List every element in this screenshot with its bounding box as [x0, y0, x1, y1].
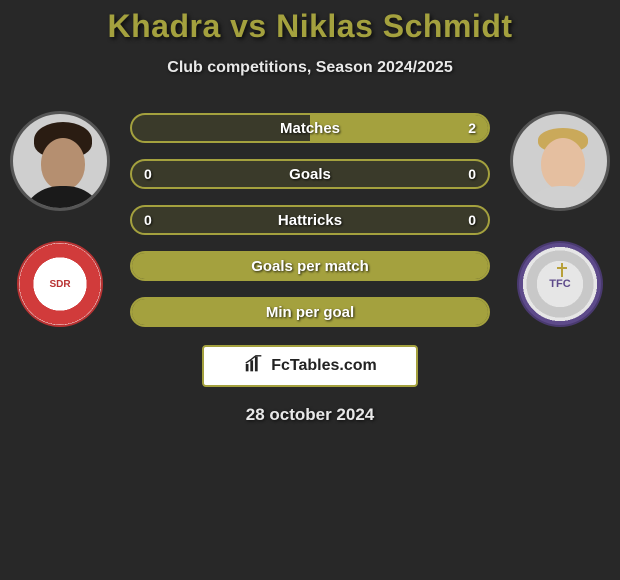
stat-row: 0 0 Goals	[130, 159, 490, 189]
stat-label: Goals	[289, 166, 331, 183]
stat-label: Hattricks	[278, 212, 342, 229]
club-left-crest: SDR	[17, 241, 103, 327]
card-subtitle: Club competitions, Season 2024/2025	[0, 59, 620, 77]
stat-value-right: 0	[468, 166, 476, 182]
stat-label: Goals per match	[251, 258, 369, 275]
player-right-avatar	[510, 111, 610, 211]
content-row: SDR 2 Matches 0 0 Goals 0 0 Hattricks Goals per …	[0, 111, 620, 327]
card-date: 28 october 2024	[0, 405, 620, 425]
stat-value-left: 0	[144, 212, 152, 228]
club-right-crest: TFC	[517, 241, 603, 327]
stat-bars: 2 Matches 0 0 Goals 0 0 Hattricks Goals per matc…	[112, 111, 508, 327]
stat-row: 2 Matches	[130, 113, 490, 143]
chart-icon	[243, 353, 265, 380]
stat-value-right: 2	[468, 120, 476, 136]
right-column: TFC	[508, 111, 612, 327]
comparison-card: Khadra vs Niklas Schmidt Club competitio…	[0, 0, 620, 425]
club-right-crest-letters: TFC	[519, 278, 601, 290]
club-left-crest-letters: SDR	[19, 279, 101, 290]
card-title: Khadra vs Niklas Schmidt	[0, 8, 620, 45]
player-left-avatar	[10, 111, 110, 211]
source-badge: FcTables.com	[202, 345, 418, 387]
source-badge-text: FcTables.com	[271, 357, 377, 375]
stat-row: 0 0 Hattricks	[130, 205, 490, 235]
stat-row: Min per goal	[130, 297, 490, 327]
stat-label: Matches	[280, 120, 340, 137]
left-column: SDR	[8, 111, 112, 327]
stat-value-left: 0	[144, 166, 152, 182]
stat-row: Goals per match	[130, 251, 490, 281]
stat-value-right: 0	[468, 212, 476, 228]
stat-label: Min per goal	[266, 304, 354, 321]
